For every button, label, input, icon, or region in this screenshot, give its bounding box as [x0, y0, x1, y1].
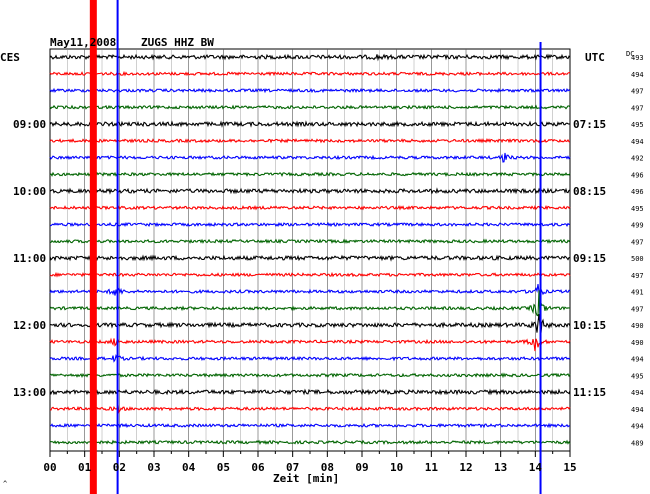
dc-offset-value: 493	[631, 54, 644, 62]
dc-offset-value: 489	[631, 439, 644, 447]
trace-row-18	[49, 353, 571, 363]
left-time-label: 13:00	[13, 386, 46, 399]
trace-row-15	[49, 290, 571, 322]
trace-row-2	[49, 87, 571, 94]
dc-header: DC	[626, 50, 634, 58]
trace-row-7	[49, 171, 571, 178]
trace-row-11	[49, 238, 571, 245]
x-tick-label: 13	[494, 461, 507, 474]
trace-row-17	[49, 337, 571, 352]
left-time-label: 11:00	[13, 252, 46, 265]
x-tick-label: 07	[286, 461, 299, 474]
right-time-label: 09:15	[573, 252, 606, 265]
dc-offset-value: 494	[631, 71, 644, 79]
trace-row-9	[49, 204, 571, 211]
dc-offset-value: 497	[631, 104, 644, 112]
seismic-traces	[49, 53, 571, 446]
x-axis-label: Zeit [min]	[273, 472, 339, 485]
dc-offset-value: 495	[631, 372, 644, 380]
dc-offset-value: 497	[631, 238, 644, 246]
dc-offset-value: 490	[631, 339, 644, 347]
trace-row-23	[49, 439, 571, 446]
left-time-label: 09:00	[13, 118, 46, 131]
trace-row-0	[49, 53, 571, 62]
right-time-label: 11:15	[573, 386, 606, 399]
x-tick-label: 02	[113, 461, 126, 474]
x-tick-label: 00	[43, 461, 56, 474]
dc-offset-value: 496	[631, 171, 644, 179]
dc-offset-labels: 493 494 497 497 495 494 492 496 496 495 499 497 500 4…	[631, 54, 644, 447]
x-axis-ticks: 00 01 02 03 04 05 06 07 08 09 10 11 12 13 14 15	[43, 451, 577, 474]
trace-row-20	[49, 388, 571, 396]
x-tick-label: 12	[459, 461, 472, 474]
right-time-label: 08:15	[573, 185, 606, 198]
trace-row-21	[49, 404, 571, 414]
dc-offset-value: 500	[631, 255, 644, 263]
trace-row-13	[49, 271, 571, 278]
right-time-labels: 07:15 08:15 09:15 10:15 11:15	[573, 118, 606, 399]
x-tick-label: 15	[563, 461, 576, 474]
right-time-label: 10:15	[573, 319, 606, 332]
trace-row-16	[49, 314, 571, 333]
x-tick-label: 08	[321, 461, 334, 474]
dc-offset-value: 492	[631, 155, 644, 163]
dc-offset-value: 497	[631, 88, 644, 96]
trace-row-8	[49, 187, 571, 195]
right-timezone: UTC	[585, 51, 605, 64]
phase-markers	[89, 0, 542, 494]
x-tick-label: 01	[78, 461, 92, 474]
x-tick-label: 03	[147, 461, 160, 474]
left-timezone: CES	[0, 51, 20, 64]
x-tick-label: 11	[425, 461, 439, 474]
trace-row-19	[49, 372, 571, 379]
x-tick-label: 10	[390, 461, 403, 474]
dc-offset-value: 494	[631, 406, 644, 414]
x-tick-label: 04	[182, 461, 196, 474]
dc-offset-value: 499	[631, 222, 644, 230]
trace-row-5	[49, 138, 571, 144]
header-date: May11,2008	[50, 36, 116, 49]
trace-row-14	[49, 283, 571, 296]
x-tick-label: 05	[217, 461, 230, 474]
x-tick-label: 06	[251, 461, 265, 474]
right-time-label: 07:15	[573, 118, 606, 131]
left-time-label: 12:00	[13, 319, 46, 332]
trace-row-3	[49, 104, 571, 110]
left-time-labels: 09:00 10:00 11:00 12:00 13:00	[13, 118, 46, 399]
dc-offset-value: 491	[631, 289, 644, 297]
dc-offset-value: 494	[631, 356, 644, 364]
trace-row-10	[49, 221, 571, 228]
left-time-label: 10:00	[13, 185, 46, 198]
trace-row-12	[49, 254, 571, 262]
dc-offset-value: 494	[631, 423, 644, 431]
dc-offset-value: 494	[631, 389, 644, 397]
trace-row-4	[49, 120, 571, 128]
dc-offset-value: 494	[631, 138, 644, 146]
x-tick-label: 09	[355, 461, 368, 474]
corner-mark: ^	[3, 480, 7, 488]
dc-offset-value: 490	[631, 322, 644, 330]
trace-row-1	[49, 70, 571, 77]
trace-row-22	[49, 422, 571, 429]
dc-offset-value: 495	[631, 205, 644, 213]
dc-offset-value: 497	[631, 305, 644, 313]
dc-offset-value: 495	[631, 121, 644, 129]
trace-row-6	[49, 152, 571, 163]
dc-offset-value: 496	[631, 188, 644, 196]
plot-grid	[49, 48, 571, 452]
x-tick-label: 14	[529, 461, 543, 474]
dc-offset-value: 497	[631, 272, 644, 280]
header-station: ZUGS HHZ BW	[141, 36, 214, 49]
